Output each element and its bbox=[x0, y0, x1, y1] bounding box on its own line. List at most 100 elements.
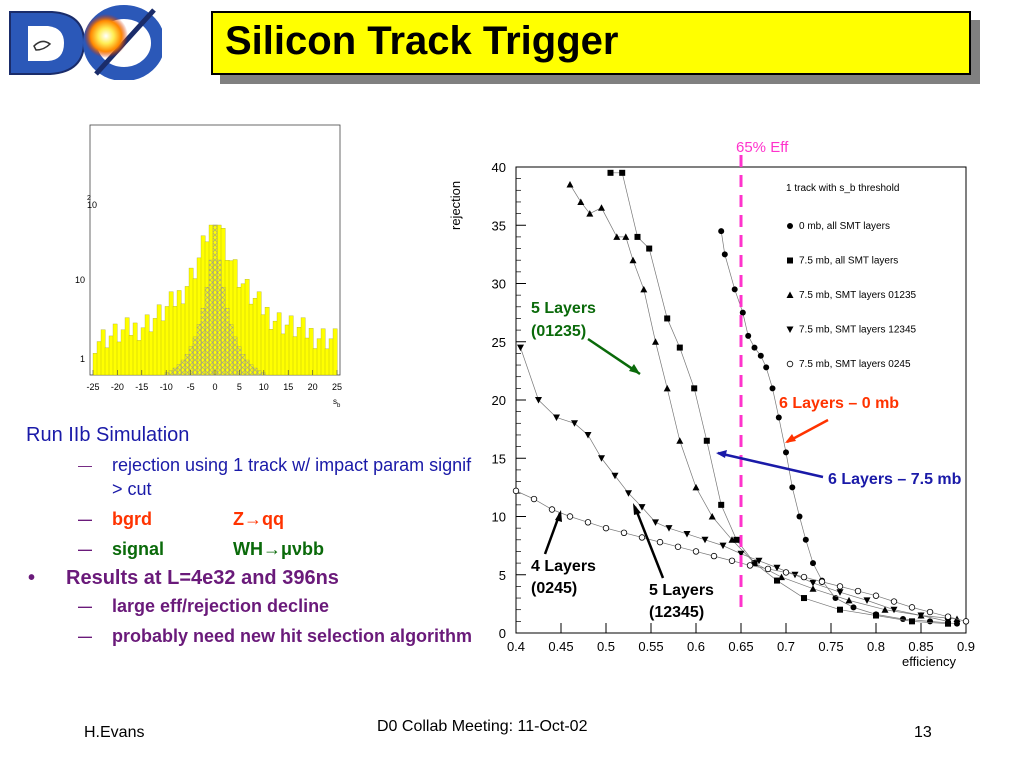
data-point bbox=[629, 256, 637, 264]
legend-entry: 7.5 mb, SMT layers 12345 bbox=[786, 325, 917, 336]
data-point bbox=[728, 557, 736, 564]
data-point bbox=[577, 198, 585, 205]
rejection-vs-efficiency-chart: 0 5 10 15 20 25 30 35 40 0.4 0.45 0.5 0.55 0.6 0.65 0.… bbox=[430, 125, 1024, 680]
hist-bar-yellow bbox=[252, 298, 258, 376]
hist-bar-hatched bbox=[200, 307, 206, 376]
legend-entry: 7.5 mb, SMT layers 01235 bbox=[786, 290, 917, 301]
data-point bbox=[745, 332, 752, 339]
data-point bbox=[873, 612, 879, 619]
x-tick-label: 0.45 bbox=[548, 639, 573, 654]
hist-xtick-label: -10 bbox=[160, 382, 173, 392]
annot-4layers-0245-arrowhead bbox=[555, 510, 562, 522]
hist-bar-yellow bbox=[168, 291, 174, 376]
histogram-svg: 10 2 10 1 -25 -20 -15 -10 -5 0 5 10 15 20 25 sb bbox=[75, 124, 342, 409]
bullet-run-iib: Run IIb Simulation bbox=[26, 424, 190, 446]
hist-bar-hatched bbox=[204, 286, 210, 376]
data-point bbox=[739, 309, 746, 316]
series-square bbox=[607, 169, 951, 627]
data-point bbox=[733, 536, 740, 543]
hist-bar-yellow bbox=[128, 335, 134, 376]
legend-label: 7.5 mb, SMT layers 01235 bbox=[799, 290, 917, 301]
data-point bbox=[845, 596, 853, 604]
hist-bar-yellow bbox=[136, 340, 142, 376]
data-point bbox=[802, 536, 809, 543]
hist-xtick-label: -25 bbox=[86, 382, 99, 392]
hist-bar-hatched bbox=[228, 324, 234, 376]
footer-author: H.Evans bbox=[84, 724, 145, 741]
data-point bbox=[620, 529, 628, 537]
data-point bbox=[818, 578, 826, 585]
sub-bullet-hit-selection-text: probably need new hit selection algorith… bbox=[112, 626, 473, 646]
data-point bbox=[663, 384, 671, 392]
hist-bar-hatched bbox=[168, 370, 174, 376]
legend-title: 1 track with s_b threshold bbox=[786, 183, 899, 194]
hist-bar-yellow bbox=[272, 320, 278, 376]
data-point bbox=[863, 597, 871, 604]
x-axis-ticks: 0.4 0.45 0.5 0.55 0.6 0.65 0.7 0.75 0.8 0.85 0.9 bbox=[507, 623, 975, 654]
data-point bbox=[611, 472, 619, 480]
d0-logo-icon bbox=[9, 5, 165, 81]
hist-bar-yellow bbox=[172, 306, 178, 376]
legend-label: 7.5 mb, SMT layers 12345 bbox=[799, 325, 917, 336]
dash-icon: — bbox=[78, 541, 92, 557]
y-tick-label: 0 bbox=[499, 626, 506, 641]
bgrd-value: Z→qq bbox=[233, 509, 284, 529]
hist-bar-yellow bbox=[324, 348, 330, 376]
data-point bbox=[751, 344, 758, 351]
annot-5layers-12345-line2: (12345) bbox=[649, 604, 704, 621]
legend-entry: 0 mb, all SMT layers bbox=[787, 221, 890, 232]
hist-bar-yellow bbox=[148, 331, 154, 376]
hist-bar-yellow bbox=[104, 347, 110, 376]
data-point bbox=[763, 364, 770, 371]
data-point bbox=[566, 180, 574, 188]
x-tick-label: 0.8 bbox=[867, 639, 885, 654]
sb-histogram: 10 2 10 1 -25 -20 -15 -10 -5 0 5 10 15 20 25 sb bbox=[75, 120, 355, 410]
data-point bbox=[786, 360, 794, 368]
data-point bbox=[962, 618, 970, 625]
data-point bbox=[800, 573, 808, 581]
data-point bbox=[692, 548, 700, 555]
sub-bullet-decline-text: large eff/rejection decline bbox=[112, 596, 330, 616]
hist-bar-yellow bbox=[300, 317, 306, 376]
y-tick-label: 30 bbox=[492, 277, 506, 292]
data-point bbox=[703, 437, 710, 444]
hist-bar-yellow bbox=[176, 290, 182, 376]
data-point bbox=[786, 291, 794, 298]
data-point bbox=[850, 604, 857, 611]
hist-xtick-label: 15 bbox=[283, 382, 293, 392]
legend-label: 0 mb, all SMT layers bbox=[799, 221, 890, 232]
series-layer bbox=[512, 169, 970, 627]
hist-bar-yellow bbox=[152, 318, 158, 376]
data-point bbox=[622, 233, 630, 240]
annot-6layers-75mb-arrowhead bbox=[716, 450, 727, 458]
hist-xtick-label: -5 bbox=[187, 382, 195, 392]
data-point bbox=[640, 285, 648, 293]
bullet-list: Run IIb Simulation — rejection using 1 t… bbox=[26, 424, 476, 654]
data-point bbox=[676, 437, 684, 444]
hist-bar-yellow bbox=[280, 333, 286, 376]
sub-bullet-bgrd: — bgrd Z→qq bbox=[26, 507, 476, 531]
dash-icon: — bbox=[78, 628, 92, 644]
data-point bbox=[701, 536, 709, 544]
hist-bar-yellow bbox=[312, 348, 318, 376]
data-point bbox=[837, 606, 843, 613]
annot-6layers-75mb-arrow bbox=[717, 451, 824, 479]
hist-bar-yellow bbox=[108, 335, 114, 376]
data-point bbox=[773, 564, 781, 572]
annot-4layers-0245-line1: 4 Layers bbox=[531, 558, 596, 575]
x-tick-label: 0.85 bbox=[908, 639, 933, 654]
hist-ytick-10: 10 bbox=[75, 275, 85, 285]
hist-bar-yellow bbox=[264, 306, 270, 376]
hist-bar-hatched bbox=[172, 367, 178, 376]
hist-xtick-label: 25 bbox=[332, 382, 342, 392]
series-triangle-down bbox=[517, 344, 952, 625]
data-point bbox=[548, 506, 556, 513]
data-point bbox=[796, 513, 803, 520]
data-point bbox=[676, 344, 683, 351]
data-point bbox=[764, 565, 772, 573]
eff-65-label: 65% Eff bbox=[736, 139, 789, 156]
x-tick-label: 0.4 bbox=[507, 639, 525, 654]
data-point bbox=[613, 233, 621, 240]
data-point bbox=[787, 223, 793, 229]
hist-bar-yellow bbox=[308, 328, 314, 376]
